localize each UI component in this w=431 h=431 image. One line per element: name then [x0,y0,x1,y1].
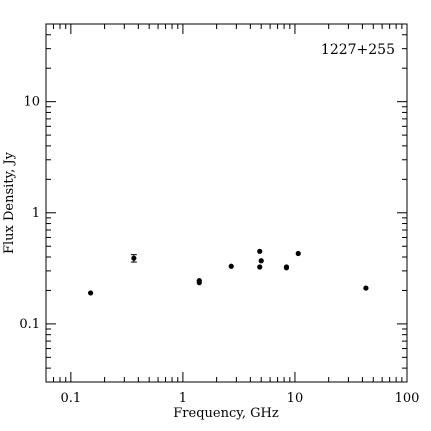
x-tick-label: 1 [179,391,187,406]
x-axis-tick-labels: 0.1 1 10 100 [61,391,420,406]
data-point [283,265,290,271]
data-point [131,255,137,261]
y-tick-label: 10 [23,95,40,110]
data-point [258,258,264,264]
y-tick-label: 0.1 [19,317,40,332]
plot-frame [45,23,408,383]
y-axis-tick-labels: 0.1 1 10 [19,95,40,332]
y-axis-ticks [46,23,407,383]
x-tick-label: 100 [395,391,420,406]
data-point [228,263,234,269]
x-axis-ticks [45,24,408,382]
data-points [87,248,369,296]
data-point [257,248,263,254]
x-tick-label: 10 [287,391,304,406]
data-point [257,264,263,270]
y-tick-label: 1 [32,206,40,221]
y-axis-label: Flux Density, Jy [2,151,17,254]
source-label: 1227+255 [321,42,395,58]
x-tick-label: 0.1 [61,391,82,406]
data-point [363,285,369,291]
data-point [87,290,94,296]
x-axis-label: Frequency, GHz [173,406,279,421]
data-point [196,280,202,286]
data-point [295,250,301,257]
